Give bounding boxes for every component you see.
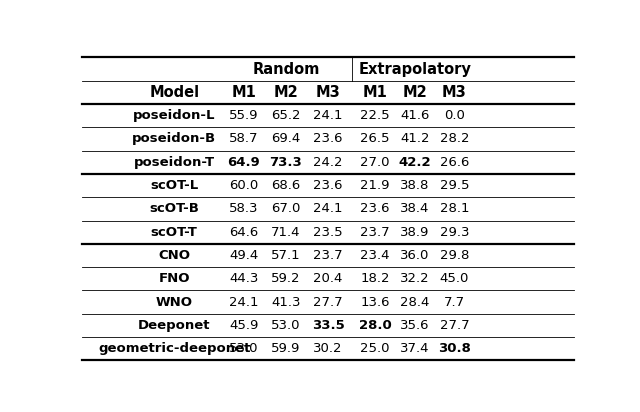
Text: 49.4: 49.4 xyxy=(229,249,259,262)
Text: 35.6: 35.6 xyxy=(400,319,429,332)
Text: 69.4: 69.4 xyxy=(271,132,300,145)
Text: 24.1: 24.1 xyxy=(229,295,259,309)
Text: 24.1: 24.1 xyxy=(313,109,343,122)
Text: 71.4: 71.4 xyxy=(271,226,301,239)
Text: 32.2: 32.2 xyxy=(400,272,429,285)
Text: 23.6: 23.6 xyxy=(313,132,343,145)
Text: 58.7: 58.7 xyxy=(229,132,259,145)
Text: 44.3: 44.3 xyxy=(229,272,259,285)
Text: 23.7: 23.7 xyxy=(360,226,390,239)
Text: 64.6: 64.6 xyxy=(229,226,259,239)
Text: 7.7: 7.7 xyxy=(444,295,465,309)
Text: 30.8: 30.8 xyxy=(438,342,471,355)
Text: 29.3: 29.3 xyxy=(440,226,469,239)
Text: 41.6: 41.6 xyxy=(400,109,429,122)
Text: 24.1: 24.1 xyxy=(313,202,343,215)
Text: 27.0: 27.0 xyxy=(360,156,390,169)
Text: 64.9: 64.9 xyxy=(227,156,260,169)
Text: M1: M1 xyxy=(231,85,256,100)
Text: 28.0: 28.0 xyxy=(359,319,392,332)
Text: scOT-B: scOT-B xyxy=(149,202,199,215)
Text: 23.6: 23.6 xyxy=(313,179,343,192)
Text: M3: M3 xyxy=(442,85,467,100)
Text: 28.2: 28.2 xyxy=(440,132,469,145)
Text: 29.5: 29.5 xyxy=(440,179,469,192)
Text: Extrapolatory: Extrapolatory xyxy=(358,61,471,77)
Text: 45.0: 45.0 xyxy=(440,272,469,285)
Text: 42.2: 42.2 xyxy=(399,156,431,169)
Text: M3: M3 xyxy=(316,85,340,100)
Text: 27.7: 27.7 xyxy=(440,319,469,332)
Text: 59.9: 59.9 xyxy=(271,342,301,355)
Text: M2: M2 xyxy=(273,85,298,100)
Text: 21.9: 21.9 xyxy=(360,179,390,192)
Text: poseidon-L: poseidon-L xyxy=(133,109,216,122)
Text: 13.6: 13.6 xyxy=(360,295,390,309)
Text: Deeponet: Deeponet xyxy=(138,319,211,332)
Text: 68.6: 68.6 xyxy=(271,179,300,192)
Text: 38.9: 38.9 xyxy=(400,226,429,239)
Text: scOT-L: scOT-L xyxy=(150,179,198,192)
Text: 45.9: 45.9 xyxy=(229,319,259,332)
Text: 57.1: 57.1 xyxy=(271,249,301,262)
Text: poseidon-B: poseidon-B xyxy=(132,132,216,145)
Text: 67.0: 67.0 xyxy=(271,202,301,215)
Text: 53.0: 53.0 xyxy=(271,319,301,332)
Text: 59.2: 59.2 xyxy=(271,272,301,285)
Text: FNO: FNO xyxy=(159,272,190,285)
Text: 23.6: 23.6 xyxy=(360,202,390,215)
Text: 58.3: 58.3 xyxy=(229,202,259,215)
Text: 37.4: 37.4 xyxy=(400,342,429,355)
Text: 25.0: 25.0 xyxy=(360,342,390,355)
Text: geometric-deeponet: geometric-deeponet xyxy=(98,342,250,355)
Text: 0.0: 0.0 xyxy=(444,109,465,122)
Text: Model: Model xyxy=(149,85,199,100)
Text: 60.0: 60.0 xyxy=(229,179,259,192)
Text: 26.5: 26.5 xyxy=(360,132,390,145)
Text: 73.3: 73.3 xyxy=(269,156,302,169)
Text: 23.4: 23.4 xyxy=(360,249,390,262)
Text: 28.4: 28.4 xyxy=(400,295,429,309)
Text: M2: M2 xyxy=(403,85,427,100)
Text: scOT-T: scOT-T xyxy=(151,226,198,239)
Text: 41.3: 41.3 xyxy=(271,295,301,309)
Text: 18.2: 18.2 xyxy=(360,272,390,285)
Text: 27.7: 27.7 xyxy=(313,295,343,309)
Text: M1: M1 xyxy=(363,85,388,100)
Text: 22.5: 22.5 xyxy=(360,109,390,122)
Text: 65.2: 65.2 xyxy=(271,109,301,122)
Text: 29.8: 29.8 xyxy=(440,249,469,262)
Text: 20.4: 20.4 xyxy=(314,272,342,285)
Text: WNO: WNO xyxy=(156,295,193,309)
Text: 53.0: 53.0 xyxy=(229,342,259,355)
Text: poseidon-T: poseidon-T xyxy=(134,156,215,169)
Text: 38.4: 38.4 xyxy=(400,202,429,215)
Text: 55.9: 55.9 xyxy=(229,109,259,122)
Text: 33.5: 33.5 xyxy=(312,319,344,332)
Text: 38.8: 38.8 xyxy=(400,179,429,192)
Text: CNO: CNO xyxy=(158,249,190,262)
Text: 28.1: 28.1 xyxy=(440,202,469,215)
Text: 36.0: 36.0 xyxy=(400,249,429,262)
Text: 41.2: 41.2 xyxy=(400,132,429,145)
Text: 24.2: 24.2 xyxy=(313,156,343,169)
Text: 30.2: 30.2 xyxy=(313,342,343,355)
Text: Random: Random xyxy=(252,61,319,77)
Text: 23.5: 23.5 xyxy=(313,226,343,239)
Text: 26.6: 26.6 xyxy=(440,156,469,169)
Text: 23.7: 23.7 xyxy=(313,249,343,262)
